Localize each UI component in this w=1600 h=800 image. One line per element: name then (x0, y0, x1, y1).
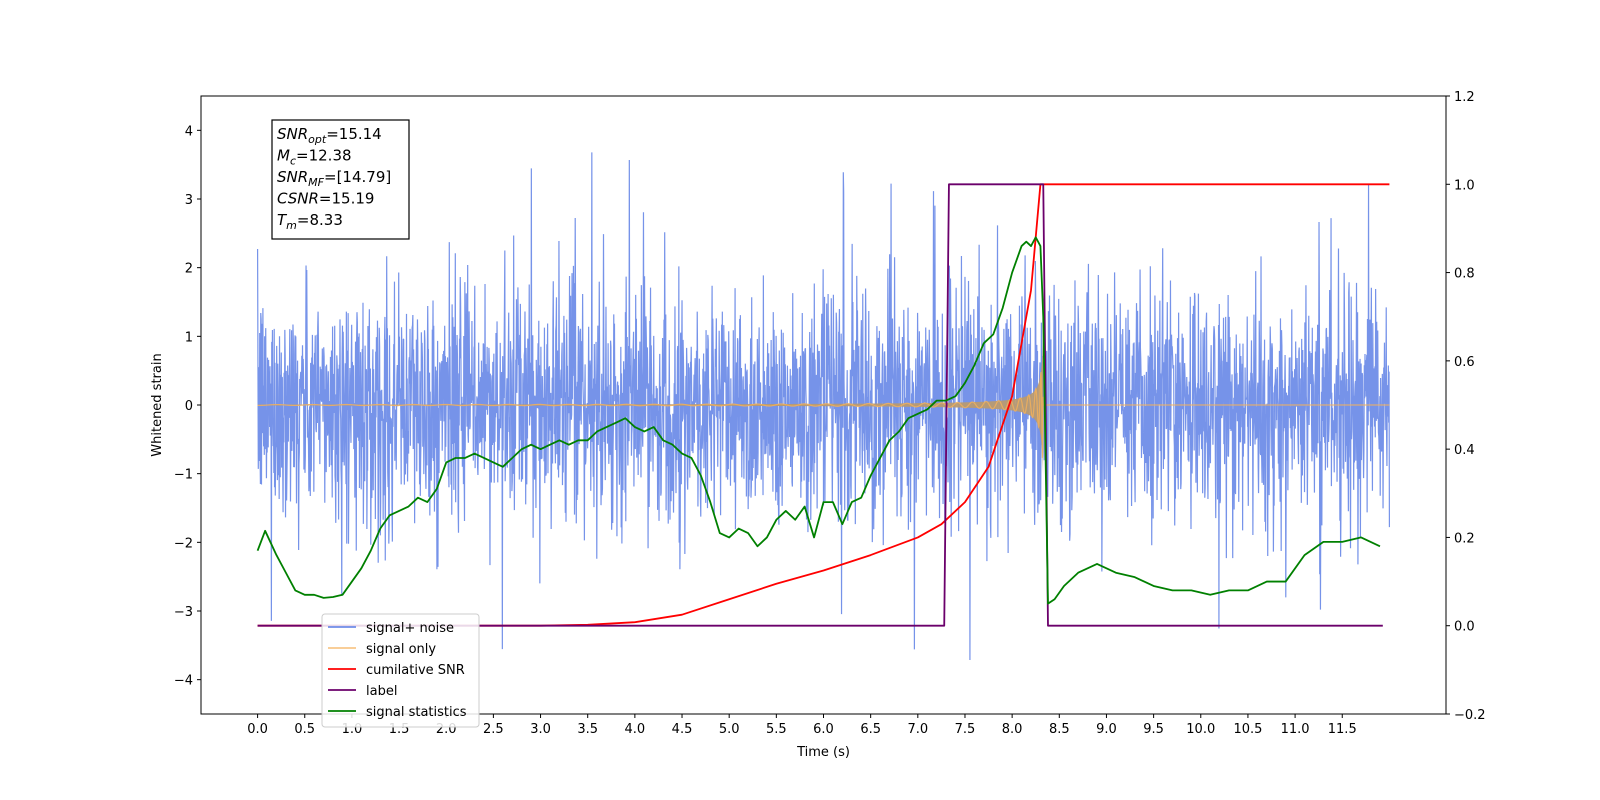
x-tick-label: 4.0 (625, 722, 646, 737)
y-left-tick-label: 0 (185, 399, 193, 414)
x-tick-label: 9.0 (1096, 722, 1117, 737)
info-line: CSNR=15.19 (277, 190, 374, 208)
y-left-tick-label: 3 (185, 193, 193, 208)
y-left-tick-label: 2 (185, 262, 193, 277)
x-tick-label: 10.5 (1233, 722, 1262, 737)
x-tick-label: 5.5 (766, 722, 787, 737)
legend: signal+ noise signal only cumilative SNR la… (321, 613, 480, 728)
info-box-frame (271, 119, 410, 240)
info-line: Mc=12.38 (277, 147, 352, 168)
series-signal-only-envelope (257, 335, 1046, 475)
x-tick-label: 3.5 (577, 722, 598, 737)
x-axis-label: Time (s) (796, 745, 850, 760)
x-tick-label: 5.0 (719, 722, 740, 737)
y-right-tick-label: 1.0 (1454, 178, 1475, 193)
info-line: Tm=8.33 (277, 211, 343, 232)
x-tick-label: 11.0 (1281, 722, 1310, 737)
legend-label: cumilative SNR (366, 663, 465, 678)
line-series-layer (256, 183, 1390, 627)
legend-label: signal+ noise (366, 621, 454, 636)
info-line: SNRopt=15.14 (277, 125, 382, 146)
x-tick-label: 0.5 (294, 722, 315, 737)
legend-frame (321, 613, 480, 728)
y-left-tick-label: −3 (174, 605, 193, 620)
legend-label: signal statistics (366, 705, 467, 720)
x-tick-label: 3.0 (530, 722, 551, 737)
y-right-tick-label: 0.0 (1454, 620, 1475, 635)
y-axis-left: 4 3 2 1 0 −1 −2 −3 −4 (174, 124, 201, 689)
x-tick-label: 6.5 (860, 722, 881, 737)
legend-label: signal only (366, 642, 436, 657)
y-right-tick-label: 0.6 (1454, 355, 1475, 370)
y-left-tick-label: −1 (174, 468, 193, 483)
parameter-info-box: SNRopt=15.14Mc=12.38SNRMF=[14.79]CSNR=15… (271, 119, 410, 240)
series-cumilative-snr (257, 183, 1390, 627)
y-right-tick-label: 0.2 (1454, 531, 1475, 546)
x-tick-label: 10.0 (1186, 722, 1215, 737)
info-line: SNRMF=[14.79] (277, 168, 391, 189)
series-signal-statistics (256, 236, 1381, 605)
y-right-tick-label: 1.2 (1454, 90, 1475, 105)
x-tick-label: 9.5 (1143, 722, 1164, 737)
x-tick-label: 2.5 (483, 722, 504, 737)
y-right-tick-label: 0.8 (1454, 267, 1475, 282)
x-tick-label: 4.5 (672, 722, 693, 737)
y-right-tick-label: 0.4 (1454, 443, 1475, 458)
x-tick-label: 8.5 (1049, 722, 1070, 737)
y-left-tick-label: 1 (185, 330, 193, 345)
series-signal-only (257, 371, 1390, 458)
x-tick-label: 6.0 (813, 722, 834, 737)
y-left-tick-label: −2 (174, 536, 193, 551)
x-tick-label: 7.0 (907, 722, 928, 737)
x-tick-label: 7.5 (955, 722, 976, 737)
x-tick-label: 0.0 (247, 722, 268, 737)
y-left-tick-label: −4 (174, 674, 193, 689)
chirp-series-layer (257, 335, 1390, 475)
x-tick-label: 11.5 (1328, 722, 1357, 737)
y-right-tick-label: −0.2 (1454, 708, 1486, 723)
legend-label: label (366, 684, 397, 699)
series-label (257, 183, 1383, 627)
y-axis-label: Whitened strain (150, 353, 165, 456)
y-axis-right: 1.2 1.0 0.8 0.6 0.4 0.2 0.0 −0.2 (1446, 90, 1486, 723)
x-tick-label: 8.0 (1002, 722, 1023, 737)
y-left-tick-label: 4 (185, 124, 193, 139)
